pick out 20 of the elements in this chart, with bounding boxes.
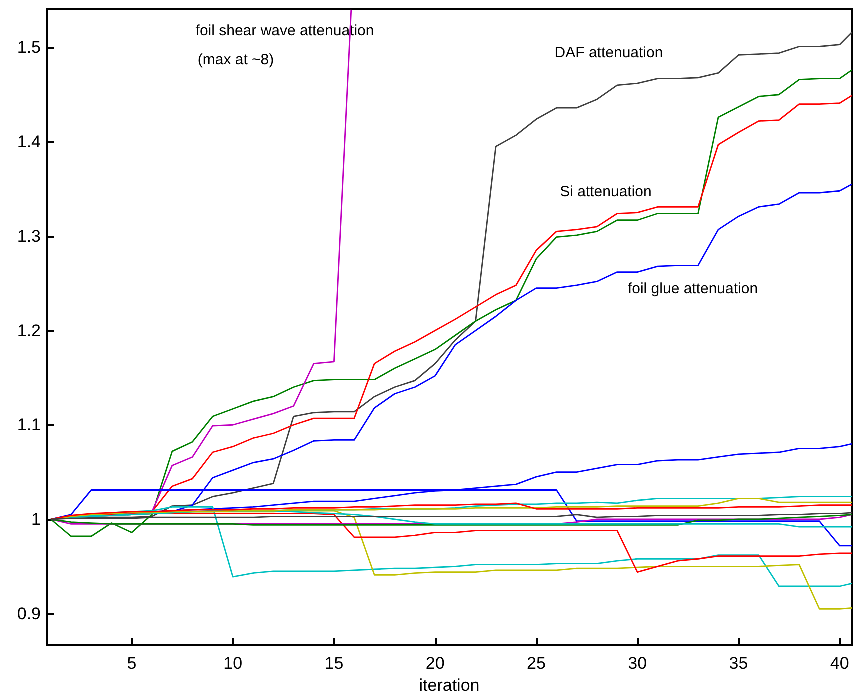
y-tick-label: 1.2 bbox=[17, 321, 41, 340]
annotation: (max at ~8) bbox=[198, 52, 274, 68]
y-tick-label: 1.1 bbox=[17, 416, 41, 435]
y-tick-label: 1.5 bbox=[17, 38, 41, 58]
x-tick-label: 15 bbox=[324, 654, 344, 673]
x-tick-label: 30 bbox=[628, 654, 648, 673]
x-tick-label: 10 bbox=[224, 654, 243, 673]
x-tick-label: 5 bbox=[127, 654, 137, 673]
x-tick-label: 35 bbox=[729, 654, 748, 673]
x-tick-label: 40 bbox=[830, 654, 850, 673]
y-tick-label: 1.4 bbox=[17, 132, 41, 152]
annotation: Si attenuation bbox=[560, 184, 652, 200]
x-tick-label: 20 bbox=[426, 654, 445, 673]
x-axis-title: iteration bbox=[419, 676, 480, 695]
annotation: foil glue attenuation bbox=[628, 280, 758, 298]
y-tick-label: 0.9 bbox=[17, 604, 41, 624]
annotation: DAF attenuation bbox=[554, 44, 664, 62]
y-tick-label: 1.3 bbox=[17, 226, 41, 246]
y-tick-label: 1 bbox=[32, 510, 41, 529]
x-tick-label: 25 bbox=[527, 654, 546, 673]
